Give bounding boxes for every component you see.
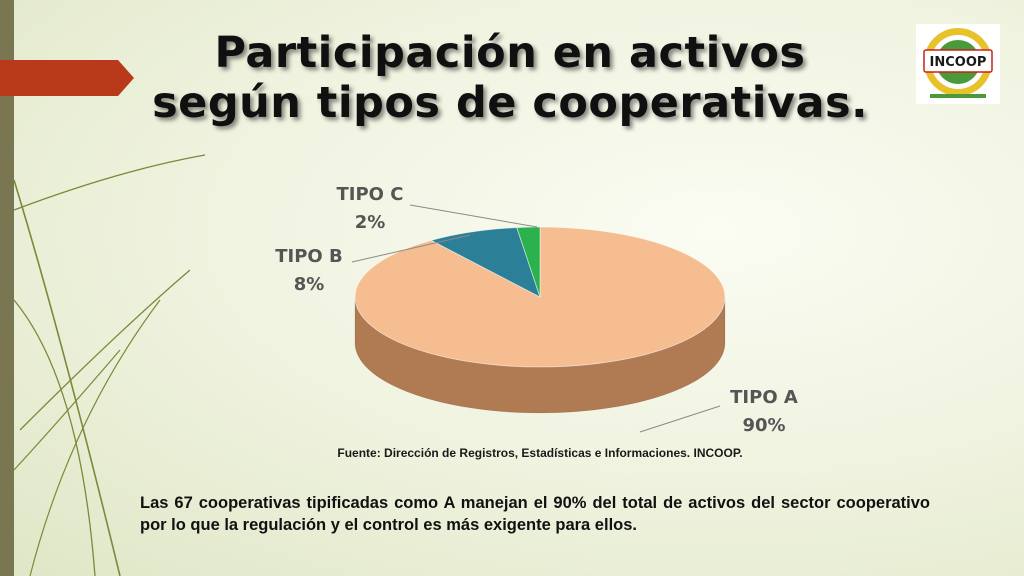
title-line-2: según tipos de cooperativas. xyxy=(152,78,868,128)
leader-line-tipo-b xyxy=(351,234,471,263)
leader-line-tipo-a xyxy=(639,405,721,433)
decorative-curves xyxy=(13,154,206,576)
left-accent-bar xyxy=(0,0,14,576)
source-note: Fuente: Dirección de Registros, Estadíst… xyxy=(337,446,743,460)
data-label-percent-tipo-c: 2% xyxy=(355,212,386,233)
summary-paragraph: Las 67 cooperativas tipificadas como A m… xyxy=(140,494,930,534)
pie-slice-tipo-b xyxy=(430,227,541,298)
title-arrow-accent xyxy=(0,60,134,96)
data-label-name-tipo-c: TIPO C xyxy=(337,184,404,205)
leader-line-tipo-c xyxy=(409,204,538,228)
pie-slice-tipo-c xyxy=(516,226,541,298)
title-line-1: Participación en activos xyxy=(214,28,806,78)
data-label-name-tipo-b: TIPO B xyxy=(275,246,342,267)
slide-title: Participación en activos según tipos de … xyxy=(120,28,900,128)
data-label-name-tipo-a: TIPO A xyxy=(730,387,798,408)
data-label-percent-tipo-a: 90% xyxy=(742,415,785,436)
incoop-logo: INCOOP xyxy=(916,24,1000,104)
data-label-percent-tipo-b: 8% xyxy=(294,274,325,295)
logo-text: INCOOP xyxy=(930,55,987,70)
